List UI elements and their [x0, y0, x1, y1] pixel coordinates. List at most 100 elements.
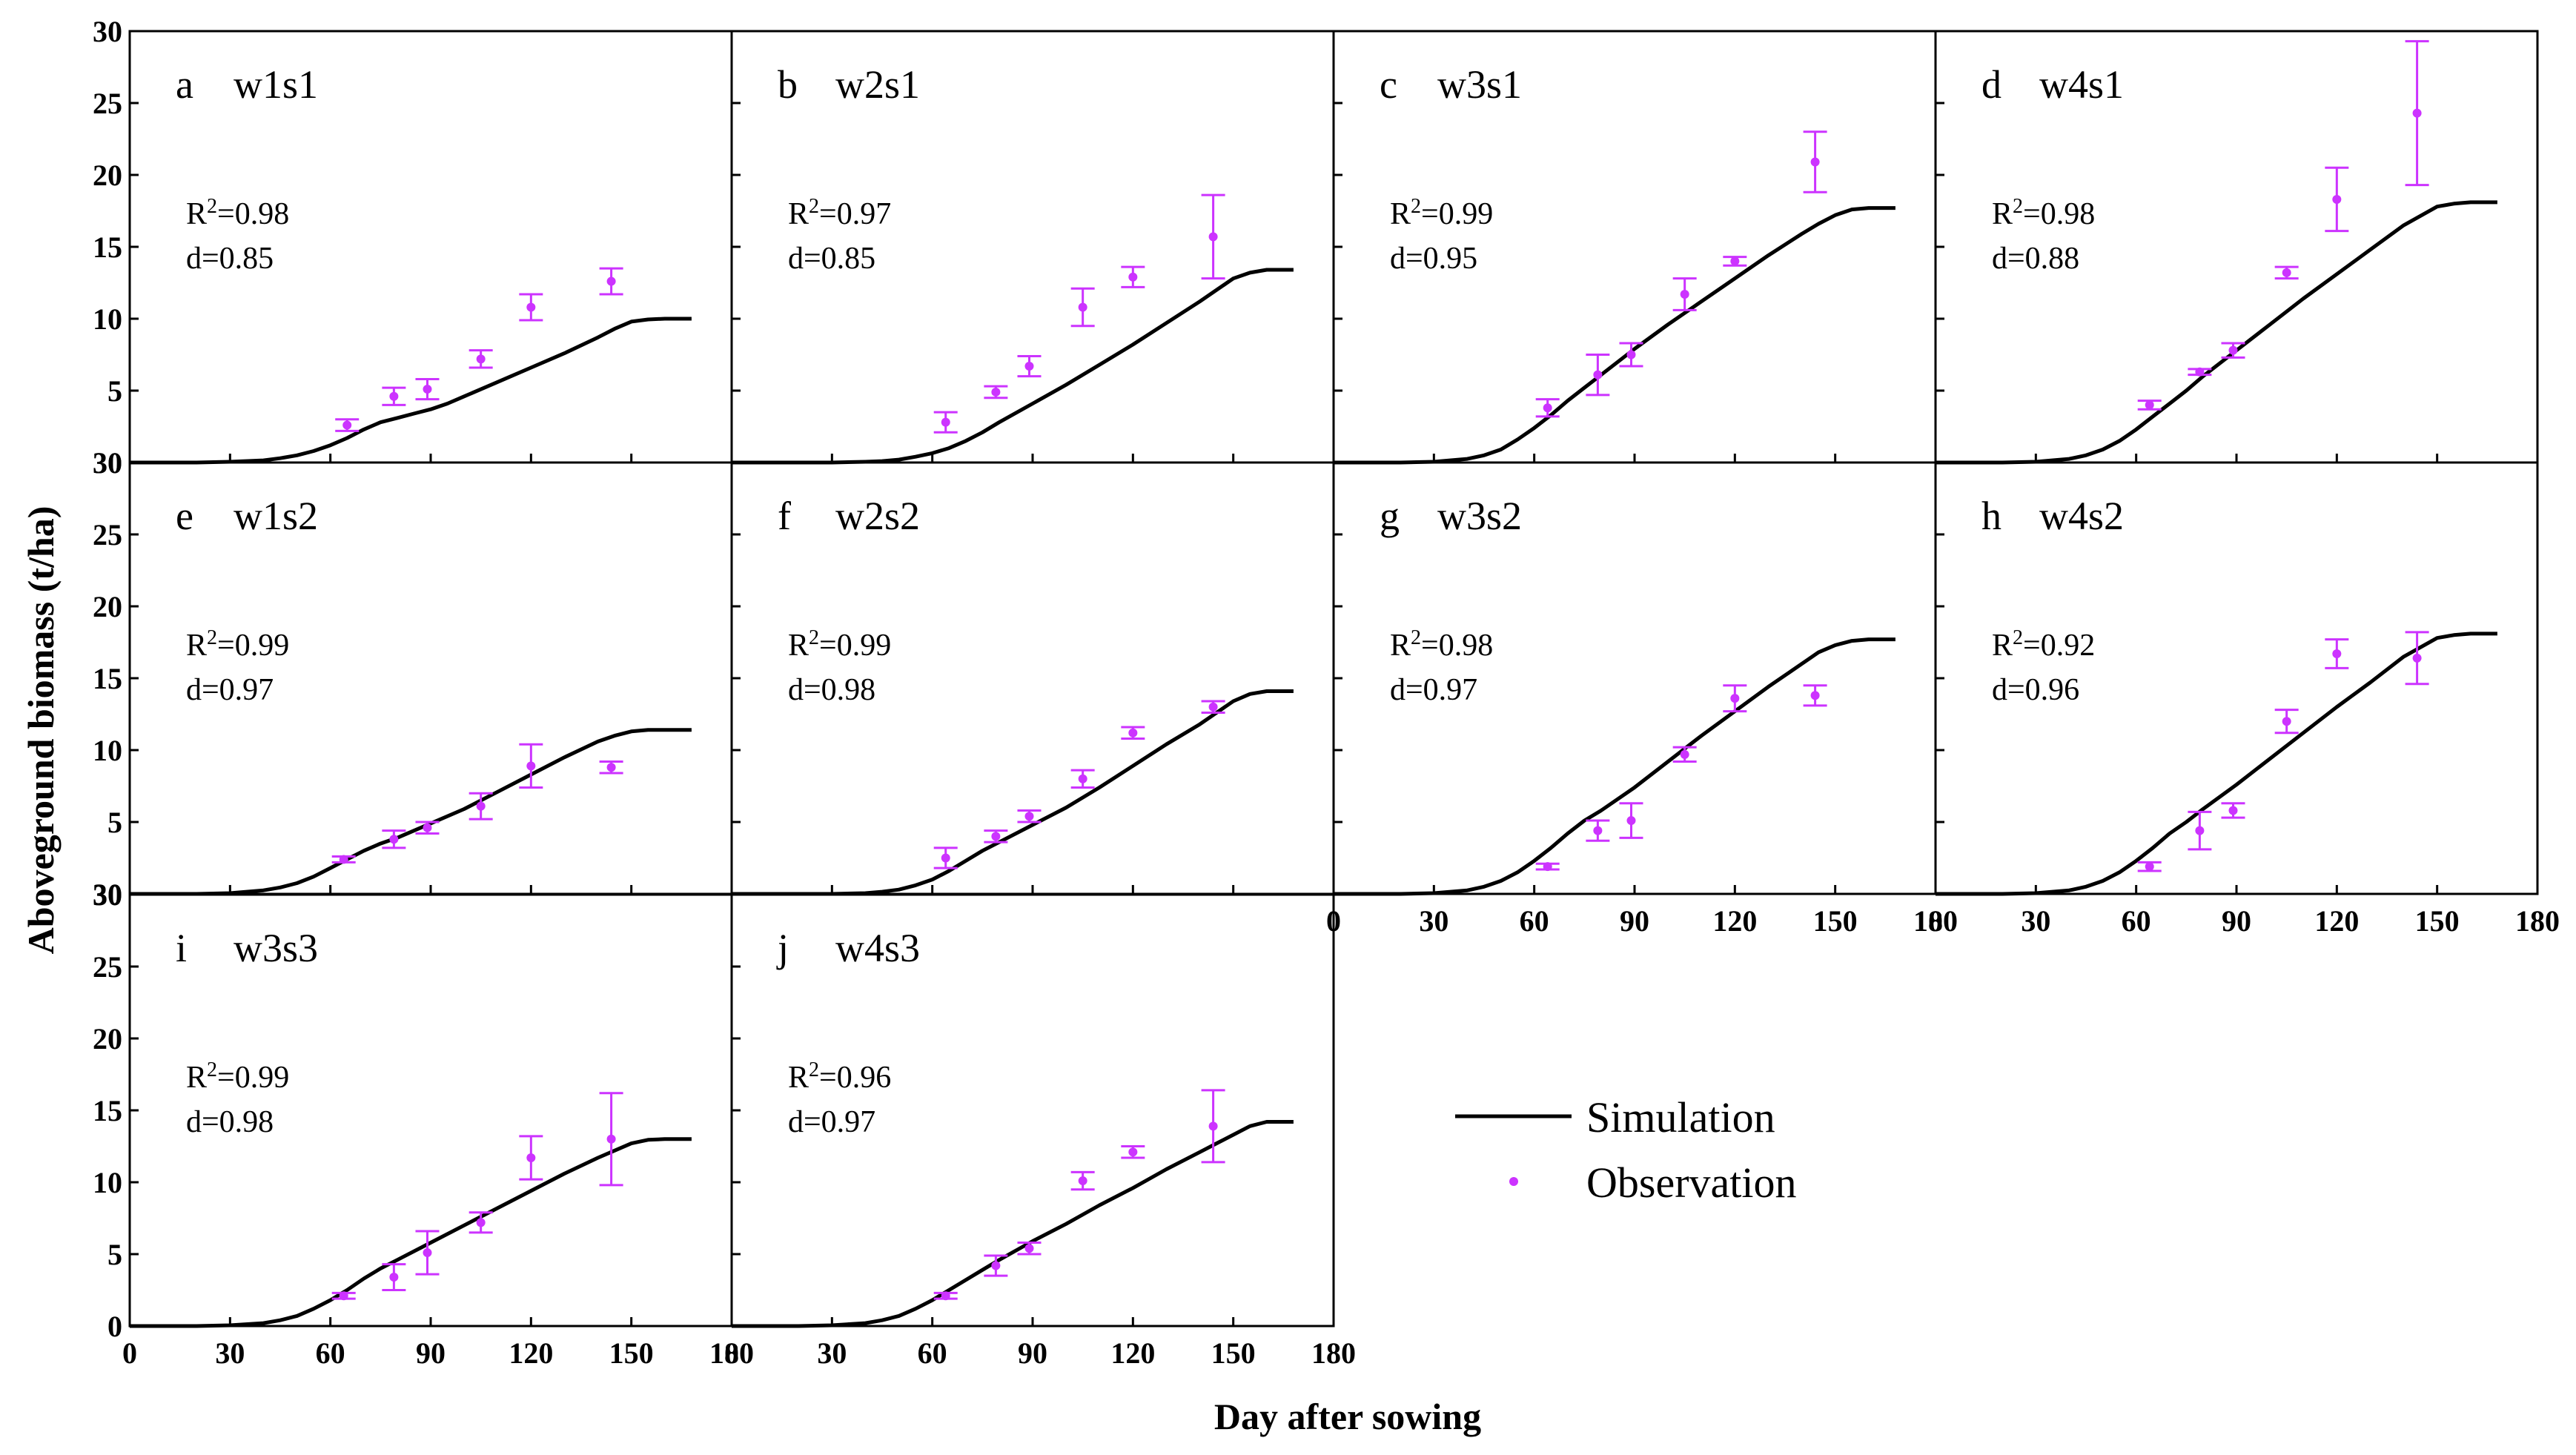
observation-point: [2405, 40, 2429, 187]
y-tick-label: 10: [93, 1166, 122, 1199]
observation-point: [1619, 342, 1643, 368]
panel-letter: d: [1981, 62, 2001, 107]
observation-marker: [1543, 403, 1552, 413]
observation-point: [331, 855, 356, 864]
observation-point: [382, 829, 406, 849]
superscript-two: 2: [207, 1058, 217, 1081]
x-tick-label: 150: [609, 1336, 654, 1370]
observation-marker: [1593, 370, 1603, 380]
observation-marker: [1543, 862, 1552, 872]
d-index-label: d=0.98: [186, 1105, 274, 1139]
r-squared-label: R2=0.99: [186, 626, 289, 663]
observation-point: [2188, 810, 2212, 851]
observation-point: [2188, 367, 2212, 377]
superscript-two: 2: [2013, 195, 2023, 218]
observation-point: [1017, 1241, 1042, 1256]
observation-marker: [1810, 691, 1820, 700]
y-tick-label: 15: [93, 231, 122, 264]
observation-marker: [1730, 694, 1740, 703]
y-tick-label: 15: [93, 662, 122, 695]
x-tick-label: 0: [122, 1336, 137, 1370]
x-tick-label: 120: [2314, 904, 2359, 938]
panel-treatment-name: w3s2: [1437, 494, 1522, 538]
x-tick-label: 120: [509, 1336, 553, 1370]
panel-letter: e: [176, 494, 193, 538]
r-squared-value: =0.99: [819, 629, 891, 663]
x-tick-label: 30: [2021, 904, 2050, 938]
observation-point: [933, 1291, 958, 1301]
observation-point: [599, 760, 623, 775]
observation-marker: [2332, 649, 2342, 659]
observation-point: [1535, 862, 1560, 872]
y-tick-label: 30: [93, 446, 122, 480]
observation-point: [1803, 684, 1827, 707]
legend-simulation-label: Simulation: [1586, 1093, 1775, 1141]
r-squared-value: =0.98: [217, 197, 289, 231]
y-tick-label: 0: [107, 1310, 122, 1343]
observation-marker: [1078, 302, 1087, 312]
observation-point: [1672, 277, 1697, 311]
panel-letter: g: [1380, 494, 1400, 538]
superscript-two: 2: [809, 626, 819, 649]
x-tick-label: 150: [2415, 904, 2460, 938]
observation-point: [2405, 631, 2429, 686]
panel-treatment-name: w4s1: [2039, 62, 2124, 107]
simulation-line: [732, 1120, 1294, 1328]
y-tick-label: 25: [93, 950, 122, 984]
legend-observation-marker: [1509, 1177, 1518, 1186]
x-tick-label: 30: [1419, 904, 1448, 938]
r-squared-value: =0.99: [1421, 197, 1493, 231]
r-squared-label: R2=0.98: [1390, 626, 1493, 663]
x-tick-label: 90: [1620, 904, 1649, 938]
y-tick-label: 20: [93, 1022, 122, 1055]
observation-marker: [1680, 290, 1689, 299]
observation-marker: [526, 761, 536, 771]
observation-point: [1121, 1145, 1145, 1159]
observation-point: [2325, 166, 2349, 233]
observation-marker: [941, 1291, 950, 1301]
simulation-line: [130, 316, 692, 465]
x-tick-label: 60: [316, 1336, 345, 1370]
x-tick-label: 120: [1110, 1336, 1155, 1370]
observation-point: [1017, 809, 1042, 823]
panel-treatment-name: w1s2: [234, 494, 318, 538]
observation-point: [415, 1230, 440, 1276]
y-tick-label: 15: [93, 1094, 122, 1127]
observation-point: [1619, 802, 1643, 839]
observation-marker: [423, 1248, 432, 1258]
observation-point: [933, 411, 958, 434]
d-index-label: d=0.97: [186, 673, 274, 707]
observation-marker: [1680, 749, 1689, 759]
simulation-line: [732, 689, 1294, 896]
observation-marker: [1810, 157, 1820, 167]
observation-point: [519, 293, 543, 322]
x-tick-label: 60: [918, 1336, 947, 1370]
observation-marker: [526, 1153, 536, 1163]
observation-point: [2274, 709, 2299, 735]
observation-marker: [941, 417, 950, 427]
simulation-line: [1936, 632, 2497, 896]
x-tick-label: 180: [1913, 904, 1958, 938]
panel-treatment-name: w2s1: [835, 62, 920, 107]
observation-marker: [2145, 862, 2154, 872]
observation-marker: [2282, 268, 2291, 277]
observation-point: [1017, 354, 1042, 378]
observation-point: [2325, 638, 2349, 669]
observation-point: [382, 386, 406, 406]
observation-marker: [423, 385, 432, 394]
observation-point: [519, 743, 543, 789]
x-tick-label: 120: [1712, 904, 1757, 938]
r-squared-value: =0.97: [819, 197, 891, 231]
observation-point: [1723, 684, 1747, 713]
d-index-label: d=0.95: [1390, 242, 1477, 276]
y-tick-label: 30: [93, 15, 122, 48]
y-tick-label: 5: [107, 806, 122, 839]
observation-point: [1803, 130, 1827, 193]
observation-point: [331, 1291, 356, 1301]
observation-marker: [1208, 1121, 1218, 1131]
x-tick-label: 90: [1018, 1336, 1047, 1370]
observation-marker: [339, 855, 348, 864]
superscript-two: 2: [207, 626, 217, 649]
observation-marker: [389, 835, 399, 844]
observation-marker: [389, 1273, 399, 1282]
